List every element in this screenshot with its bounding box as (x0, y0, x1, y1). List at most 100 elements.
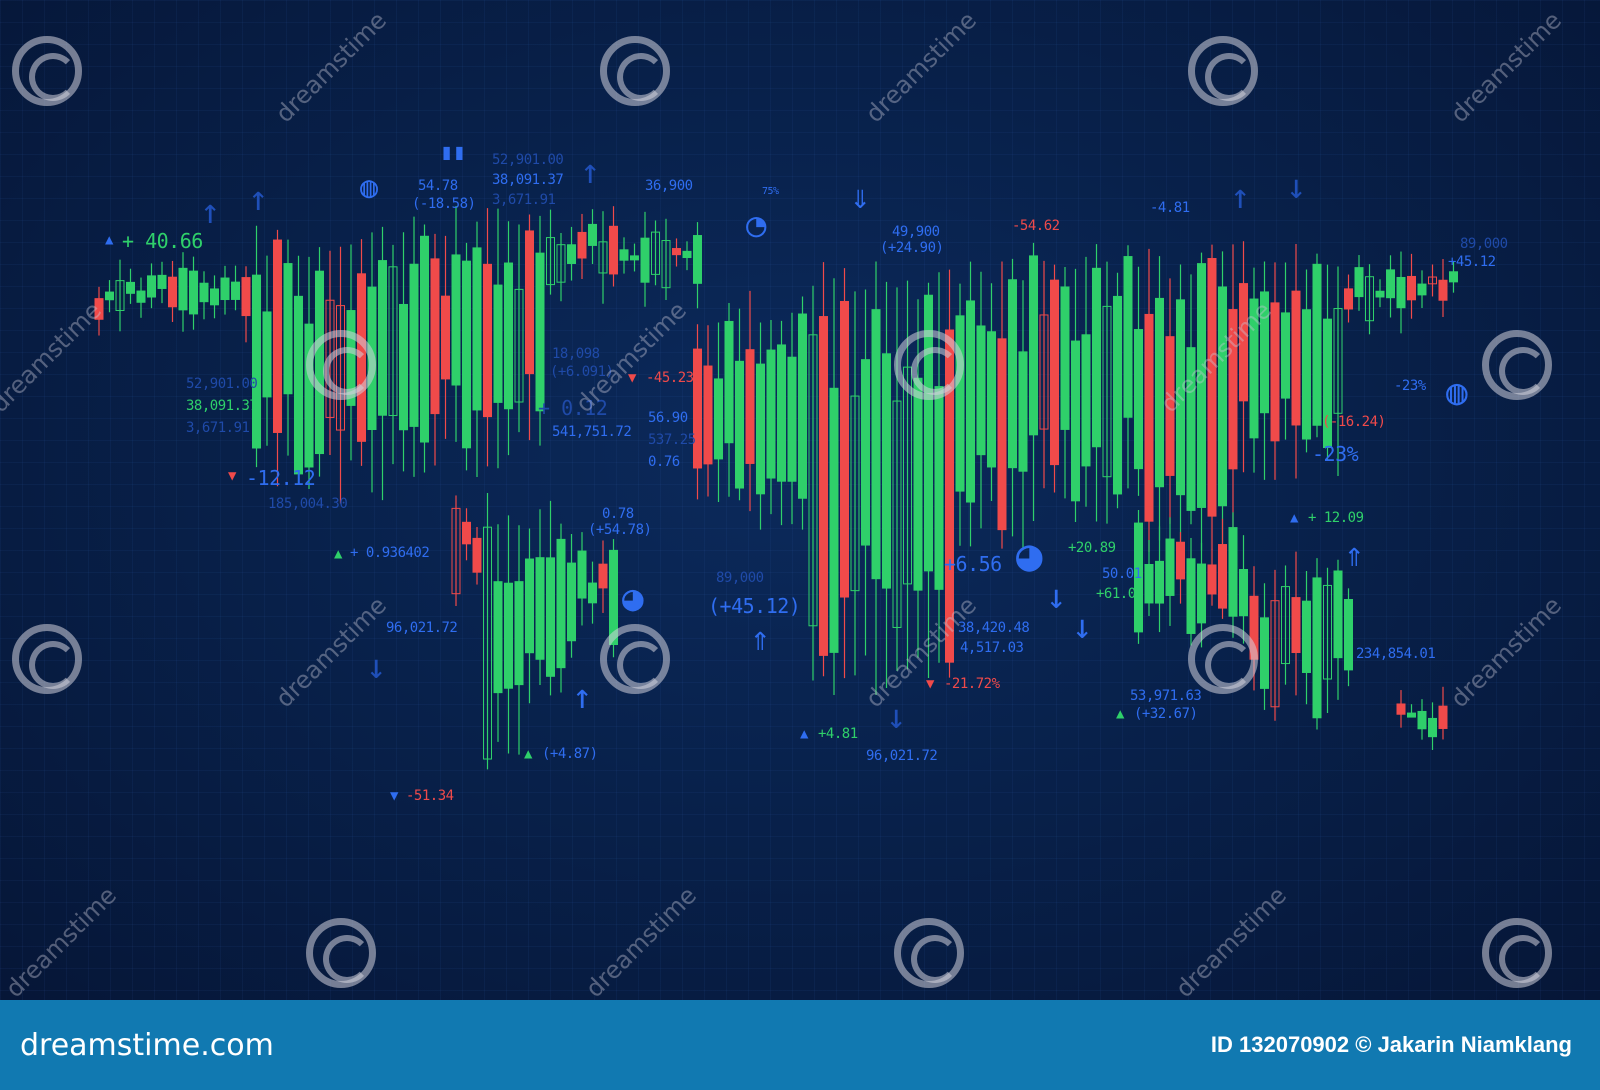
value-label: +45.12 (1448, 254, 1496, 270)
candle-body (1218, 544, 1227, 609)
value-label: 52,901.00 (186, 376, 258, 392)
candle-body (1354, 267, 1364, 298)
candle-body (178, 267, 188, 311)
candle-body (504, 262, 513, 410)
value-label: 96,021.72 (386, 620, 458, 636)
candle-body (231, 281, 240, 300)
candle-body (1302, 600, 1311, 673)
candle-body (157, 274, 167, 289)
candle-body (493, 284, 503, 403)
candle-body (693, 235, 702, 284)
value-label: 0.78 (602, 506, 634, 522)
value-label: -45.23 (646, 370, 694, 386)
candle-body (1134, 522, 1143, 633)
candle-body (1407, 712, 1416, 718)
candle-body (1323, 318, 1332, 449)
candle-body (1281, 312, 1290, 399)
value-label: (+32.67) (1134, 706, 1198, 722)
candle-body (987, 331, 996, 468)
candle-body (388, 266, 398, 417)
candle-body (756, 363, 765, 495)
candle-body (1134, 329, 1143, 470)
watermark-logo-icon (12, 624, 82, 694)
candle-body (1197, 263, 1206, 508)
candle-body (745, 349, 755, 464)
candle-body (619, 249, 629, 261)
candle-body (525, 558, 534, 654)
candle-body (567, 244, 576, 264)
candle-body (976, 325, 986, 456)
candle-body (1092, 267, 1101, 448)
candle-body (273, 239, 282, 433)
candle-body (651, 231, 660, 275)
candle-body (1008, 279, 1017, 469)
image-credit: ID 132070902 © Jakarin Niamklang (1210, 1032, 1572, 1057)
candle-body (210, 288, 219, 306)
value-label: -23% (1394, 378, 1426, 394)
candle-body (241, 277, 251, 317)
candle-body (472, 247, 482, 411)
candle-body (1375, 290, 1385, 298)
candle-body (1281, 586, 1290, 665)
value-label: (+6.091) (550, 364, 614, 380)
candle-body (483, 526, 492, 760)
candle-body (1071, 340, 1080, 502)
candle-body (798, 313, 807, 499)
candle-body (1249, 298, 1259, 439)
candle-body (1186, 347, 1196, 511)
candle-body (945, 329, 954, 663)
candle-body (1155, 560, 1164, 604)
watermark-logo-icon (600, 624, 670, 694)
candle-body (966, 300, 975, 503)
candle-body (1144, 313, 1154, 522)
candle-body (283, 263, 293, 395)
value-label: 0.76 (648, 454, 680, 470)
candle-body (546, 237, 555, 286)
value-label: 96,021.72 (866, 748, 938, 764)
candle-body (1417, 710, 1427, 730)
candle-body (1417, 283, 1427, 296)
value-label: -12.12 (246, 466, 316, 490)
down-arrow-icon: ⇓ (850, 177, 871, 217)
down-triangle-icon: ▼ (390, 788, 398, 804)
candle-body (136, 290, 146, 303)
value-label: 49,900 (892, 224, 940, 240)
value-label: -23% (1312, 442, 1359, 466)
value-label: 54.78 (418, 178, 458, 194)
candle-body (735, 360, 744, 489)
candle-body (871, 309, 881, 580)
candle-body (462, 260, 471, 449)
candle-body (1102, 305, 1112, 478)
value-label: (+54.78) (588, 522, 652, 538)
candle-body (703, 365, 713, 465)
candle-body (1165, 336, 1175, 476)
candle-body (1449, 271, 1458, 283)
candle-body (955, 315, 965, 492)
up-triangle-icon: ▲ (334, 546, 342, 562)
candle-body (1323, 584, 1332, 680)
candle-body (787, 356, 797, 482)
value-label: 18,098 (552, 346, 600, 362)
candle-body (451, 507, 461, 595)
candle-body (1207, 564, 1217, 595)
value-label: 36,900 (645, 178, 693, 194)
value-label: (-18.58) (412, 196, 476, 212)
candle-body (451, 254, 461, 386)
candle-body (1428, 717, 1437, 738)
candle-body (661, 240, 671, 289)
candle-body (514, 581, 524, 686)
candle-body (1239, 569, 1248, 617)
value-label: 38,091.37 (186, 398, 258, 414)
candle-body (693, 348, 702, 469)
candle-body (525, 230, 534, 375)
candle-body (1207, 258, 1217, 517)
candle-body (1312, 263, 1322, 426)
candle-body (535, 252, 545, 412)
candle-body (147, 275, 156, 298)
dreamstime-logo[interactable]: dreamstime.com (20, 1028, 274, 1063)
candle-body (682, 250, 692, 259)
candle-body (850, 395, 860, 592)
candle-body (1060, 286, 1070, 430)
candle-body (483, 263, 492, 418)
value-label: (+4.87) (542, 746, 598, 762)
